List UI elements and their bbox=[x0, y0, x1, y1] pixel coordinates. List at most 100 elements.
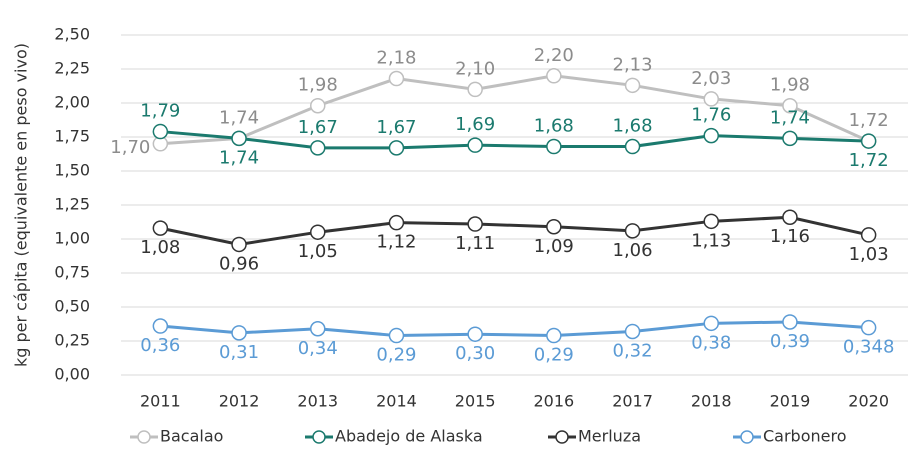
data-label: 0,39 bbox=[770, 331, 810, 352]
data-point bbox=[152, 220, 169, 236]
data-point bbox=[467, 137, 483, 153]
x-tick-label: 2019 bbox=[770, 392, 811, 411]
data-label: 1,06 bbox=[613, 240, 653, 261]
y-tick-label: 1,50 bbox=[54, 161, 90, 180]
x-tick-label: 2015 bbox=[455, 392, 496, 411]
legend-label: Bacalao bbox=[160, 427, 223, 446]
data-point bbox=[703, 315, 719, 332]
data-label: 2,18 bbox=[376, 48, 416, 69]
data-point bbox=[703, 91, 719, 107]
y-tick-label: 2,25 bbox=[54, 59, 90, 78]
data-label: 1,16 bbox=[770, 226, 810, 247]
data-label: 1,09 bbox=[534, 236, 574, 257]
data-label: 0,348 bbox=[843, 337, 895, 358]
data-label: 1,74 bbox=[219, 147, 259, 168]
data-point bbox=[388, 140, 405, 156]
data-label: 0,32 bbox=[613, 340, 653, 361]
data-label: 1,76 bbox=[691, 105, 731, 126]
data-label: 0,29 bbox=[376, 345, 416, 366]
data-label: 1,72 bbox=[849, 150, 889, 171]
data-label: 1,67 bbox=[376, 117, 416, 138]
data-label: 1,70 bbox=[110, 137, 150, 158]
data-label: 0,38 bbox=[691, 332, 731, 353]
data-label: 2,13 bbox=[613, 54, 653, 75]
data-point bbox=[624, 77, 641, 94]
legend-marker bbox=[312, 430, 326, 444]
y-tick-label: 1,75 bbox=[54, 127, 90, 146]
data-point bbox=[546, 219, 562, 235]
x-tick-label: 2014 bbox=[376, 392, 417, 411]
data-label: 0,30 bbox=[455, 343, 495, 364]
y-tick-label: 2,50 bbox=[54, 25, 90, 44]
data-label: 1,79 bbox=[140, 101, 180, 122]
y-tick-label: 0,50 bbox=[54, 297, 90, 316]
data-point bbox=[546, 138, 562, 155]
legend-marker bbox=[137, 430, 151, 444]
data-point bbox=[703, 127, 719, 144]
data-point bbox=[231, 130, 247, 147]
data-label: 1,74 bbox=[770, 107, 810, 128]
series-line bbox=[160, 74, 870, 146]
data-point bbox=[546, 327, 562, 344]
data-point bbox=[624, 138, 641, 155]
data-point bbox=[231, 325, 247, 341]
x-tick-label: 2020 bbox=[848, 392, 889, 411]
data-point bbox=[624, 223, 641, 239]
data-label: 1,69 bbox=[455, 114, 495, 135]
data-label: 0,36 bbox=[140, 335, 180, 356]
x-tick-label: 2017 bbox=[612, 392, 653, 411]
y-tick-label: 1,00 bbox=[54, 229, 90, 248]
data-point bbox=[860, 227, 877, 243]
data-point bbox=[310, 97, 326, 114]
legend-label: Abadejo de Alaska bbox=[335, 427, 483, 446]
data-label: 0,31 bbox=[219, 342, 259, 363]
data-point bbox=[467, 81, 483, 98]
x-tick-label: 2013 bbox=[297, 392, 338, 411]
legend-marker bbox=[740, 430, 754, 444]
data-label: 1,98 bbox=[770, 75, 810, 96]
data-point bbox=[310, 140, 326, 156]
data-point bbox=[860, 319, 877, 336]
data-point bbox=[467, 216, 483, 232]
x-tick-label: 2018 bbox=[691, 392, 732, 411]
data-label: 1,03 bbox=[849, 244, 889, 265]
data-label: 1,68 bbox=[534, 116, 574, 137]
series-line bbox=[160, 130, 869, 150]
legend-marker bbox=[555, 430, 569, 444]
data-point bbox=[310, 321, 326, 337]
x-tick-label: 2011 bbox=[140, 392, 181, 411]
series-line bbox=[160, 320, 869, 338]
x-tick-label: 2016 bbox=[533, 392, 574, 411]
data-label: 0,29 bbox=[534, 345, 574, 366]
data-point bbox=[782, 130, 798, 147]
data-point bbox=[546, 68, 562, 84]
data-point bbox=[624, 323, 641, 340]
series-line bbox=[160, 215, 869, 246]
x-tick-label: 2012 bbox=[219, 392, 260, 411]
data-point bbox=[782, 314, 798, 330]
data-label: 1,05 bbox=[298, 241, 338, 262]
data-label: 1,12 bbox=[376, 232, 416, 253]
data-label: 1,08 bbox=[140, 237, 180, 258]
data-label: 1,68 bbox=[613, 116, 653, 137]
data-label: 2,03 bbox=[691, 68, 731, 89]
data-label: 1,98 bbox=[298, 75, 338, 96]
legend-label: Carbonero bbox=[763, 427, 847, 446]
data-point bbox=[467, 326, 483, 342]
data-label: 1,11 bbox=[455, 233, 495, 254]
y-tick-label: 0,75 bbox=[54, 263, 90, 282]
legend-label: Merluza bbox=[578, 427, 641, 446]
data-point bbox=[388, 214, 405, 231]
data-point bbox=[388, 327, 405, 344]
data-label: 1,13 bbox=[691, 230, 731, 251]
data-point bbox=[703, 213, 719, 230]
y-tick-label: 1,25 bbox=[54, 195, 90, 214]
data-point bbox=[152, 318, 169, 334]
data-label: 2,20 bbox=[534, 45, 574, 66]
data-label: 0,34 bbox=[298, 338, 338, 359]
data-label: 2,10 bbox=[455, 58, 495, 79]
data-point bbox=[782, 97, 798, 114]
y-tick-label: 2,00 bbox=[54, 93, 90, 112]
y-tick-label: 0,00 bbox=[54, 365, 90, 384]
